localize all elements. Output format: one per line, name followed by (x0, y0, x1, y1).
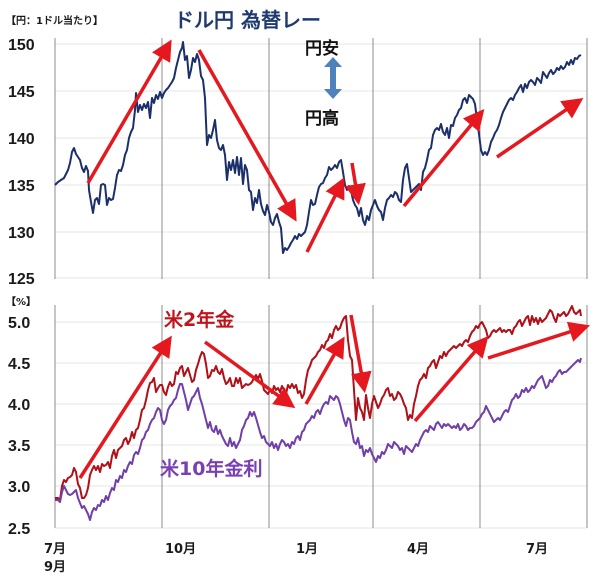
bottom-unit-label: 【%】 (6, 295, 36, 308)
top-trend-arrows (86, 39, 584, 253)
usdjpy-line (54, 41, 582, 254)
bottom-ytick: 3.5 (8, 438, 30, 455)
x-tick: 7月 (526, 542, 548, 557)
weak-yen-label: 円安 (305, 38, 339, 59)
top-unit-label: 【円：1ドル当たり】 (6, 14, 103, 27)
bottom-hgrid (55, 321, 587, 529)
top-ytick: 140 (8, 131, 35, 148)
us2y-label: 米2年金 (164, 308, 235, 331)
top-ytick: 130 (8, 225, 35, 242)
x-tick: 10月 (165, 542, 196, 557)
yield-chart: 【%】 5.0 4.5 4.0 3.5 3.0 2.5 (6, 295, 591, 538)
top-ytick: 125 (8, 271, 35, 288)
x-tick-sub: 9月 (44, 560, 66, 575)
top-vgrid (54, 38, 588, 279)
bottom-vgrid (54, 305, 588, 528)
top-hgrid (55, 43, 587, 279)
top-chart-title: ドル円 為替レー (174, 8, 321, 32)
usdjpy-chart: 【円：1ドル当たり】 ドル円 為替レー 150 145 140 135 130 … (6, 8, 588, 288)
x-axis: 7月 9月 10月 1月 4月 7月 (44, 542, 548, 575)
top-ytick: 150 (8, 37, 35, 54)
double-arrow-icon (324, 57, 342, 99)
bottom-ytick: 4.5 (8, 356, 30, 373)
top-ytick: 135 (8, 178, 35, 195)
us2y-line (55, 305, 582, 501)
x-tick: 4月 (407, 542, 429, 557)
x-tick: 7月 (44, 542, 66, 557)
x-tick: 1月 (296, 542, 318, 557)
top-ytick: 145 (8, 84, 35, 101)
bottom-ytick: 2.5 (8, 521, 30, 538)
us10y-label: 米10年金利 (160, 457, 262, 480)
bottom-trend-arrows (78, 314, 591, 479)
strong-yen-label: 円高 (305, 108, 339, 129)
us10y-line (55, 357, 582, 521)
bottom-ytick: 4.0 (8, 397, 30, 414)
bottom-ytick: 5.0 (8, 315, 30, 332)
bottom-ytick: 3.0 (8, 479, 30, 496)
